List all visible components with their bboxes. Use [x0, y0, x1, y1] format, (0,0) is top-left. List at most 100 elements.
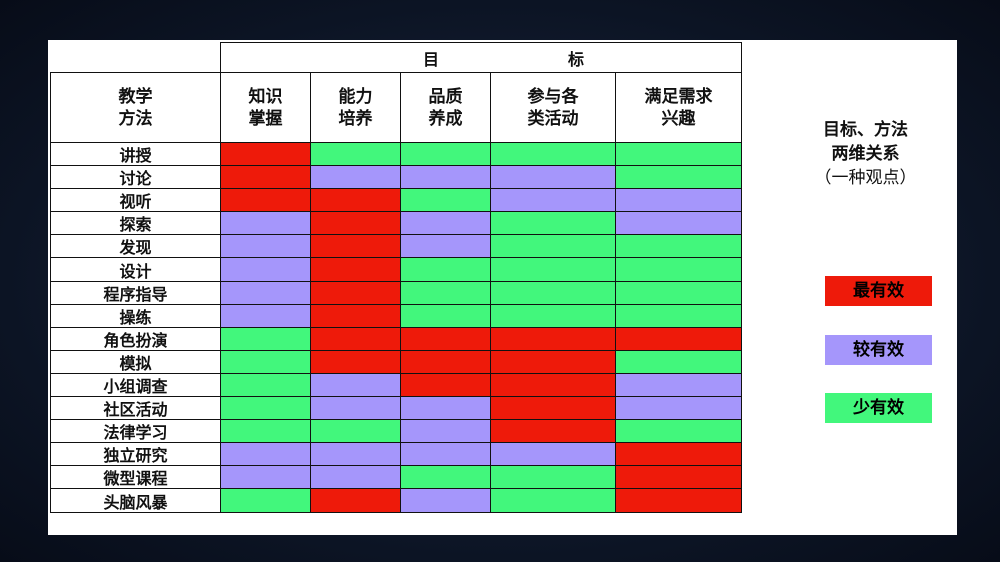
effect-cell	[490, 188, 616, 213]
table-row: 探索	[50, 211, 742, 236]
method-label: 探索	[50, 211, 221, 236]
effect-cell	[310, 234, 401, 259]
effect-cell	[490, 211, 616, 236]
effect-cell	[220, 372, 311, 398]
effect-cell	[310, 141, 401, 167]
effect-cell	[310, 303, 401, 328]
effect-cell	[615, 141, 742, 167]
effect-cell	[220, 419, 311, 444]
effect-cell	[400, 372, 491, 398]
goal-column-header: 满足需求 兴趣	[615, 72, 742, 143]
effect-cell	[220, 141, 311, 167]
effect-cell	[490, 326, 616, 351]
effect-cell	[400, 211, 491, 236]
method-label: 微型课程	[50, 465, 221, 490]
effect-cell	[615, 188, 742, 213]
effect-cell	[310, 188, 401, 213]
method-label: 社区活动	[50, 396, 221, 421]
goal-column-header: 品质 养成	[400, 72, 491, 143]
effect-cell	[400, 465, 491, 490]
method-label: 设计	[50, 257, 221, 282]
side-title-line2: 两维关系	[831, 144, 900, 164]
method-label: 头脑风暴	[50, 488, 221, 513]
effect-cell	[490, 396, 616, 421]
effect-cell	[615, 419, 742, 444]
effect-cell	[400, 442, 491, 467]
effect-cell	[490, 234, 616, 259]
effect-cell	[220, 211, 311, 236]
legend-more-effective: 较有效	[825, 335, 932, 365]
effect-cell	[310, 372, 401, 398]
effect-cell	[400, 188, 491, 213]
method-label: 小组调查	[50, 372, 221, 398]
side-title-note: （一种观点）	[814, 168, 917, 188]
table-row: 小组调查	[50, 372, 742, 398]
table-row: 法律学习	[50, 419, 742, 444]
method-label: 角色扮演	[50, 326, 221, 351]
slide: 目标 教学 方法 知识 掌握 能力 培养 品质 养成 参与各 类活动 满足需求 兴趣 讲…	[48, 40, 957, 535]
table-row: 微型课程	[50, 465, 742, 490]
table-row: 模拟	[50, 349, 742, 374]
method-label: 视听	[50, 188, 221, 213]
goal-column-header: 知识 掌握	[220, 72, 311, 143]
method-header: 教学 方法	[50, 72, 221, 143]
effect-cell	[615, 349, 742, 374]
method-label: 法律学习	[50, 419, 221, 444]
side-title: 目标、方法 两维关系 （一种观点）	[788, 118, 943, 190]
effect-cell	[310, 396, 401, 421]
effect-cell	[310, 488, 401, 513]
effect-cell	[490, 419, 616, 444]
corner-blank	[50, 42, 221, 73]
method-label: 程序指导	[50, 280, 221, 305]
effect-cell	[220, 488, 311, 513]
effect-cell	[615, 442, 742, 467]
effect-cell	[615, 303, 742, 328]
table-row: 讨论	[50, 165, 742, 190]
effect-cell	[490, 303, 616, 328]
effect-cell	[310, 280, 401, 305]
effect-cell	[400, 234, 491, 259]
goal-column-header: 能力 培养	[310, 72, 401, 143]
effect-cell	[615, 372, 742, 398]
table-row: 操练	[50, 303, 742, 328]
effect-cell	[220, 326, 311, 351]
effect-cell	[310, 326, 401, 351]
effect-cell	[220, 349, 311, 374]
goal-method-matrix: 目标 教学 方法 知识 掌握 能力 培养 品质 养成 参与各 类活动 满足需求 兴趣 讲…	[50, 42, 742, 513]
effect-cell	[400, 396, 491, 421]
method-label: 独立研究	[50, 442, 221, 467]
table-row: 设计	[50, 257, 742, 282]
effect-cell	[490, 372, 616, 398]
effect-cell	[615, 234, 742, 259]
effect-cell	[220, 280, 311, 305]
method-label: 讲授	[50, 141, 221, 167]
effect-cell	[490, 442, 616, 467]
effect-cell	[220, 165, 311, 190]
method-label: 发现	[50, 234, 221, 259]
effect-cell	[310, 349, 401, 374]
method-label: 操练	[50, 303, 221, 328]
effect-cell	[400, 280, 491, 305]
legend-less-effective: 少有效	[825, 393, 932, 423]
effect-cell	[400, 303, 491, 328]
side-title-line1: 目标、方法	[823, 120, 908, 140]
table-row: 发现	[50, 234, 742, 259]
table-row: 程序指导	[50, 280, 742, 305]
effect-cell	[310, 465, 401, 490]
effect-cell	[615, 280, 742, 305]
effect-cell	[310, 165, 401, 190]
goal-header-char-1: 目	[422, 49, 439, 69]
effect-cell	[220, 396, 311, 421]
effect-cell	[310, 257, 401, 282]
effect-cell	[615, 165, 742, 190]
effect-cell	[490, 280, 616, 305]
effect-cell	[400, 165, 491, 190]
effect-cell	[220, 257, 311, 282]
effect-cell	[490, 257, 616, 282]
effect-cell	[400, 257, 491, 282]
table-row: 头脑风暴	[50, 488, 742, 513]
effect-cell	[220, 465, 311, 490]
effect-cell	[400, 488, 491, 513]
method-label: 讨论	[50, 165, 221, 190]
effect-cell	[220, 234, 311, 259]
